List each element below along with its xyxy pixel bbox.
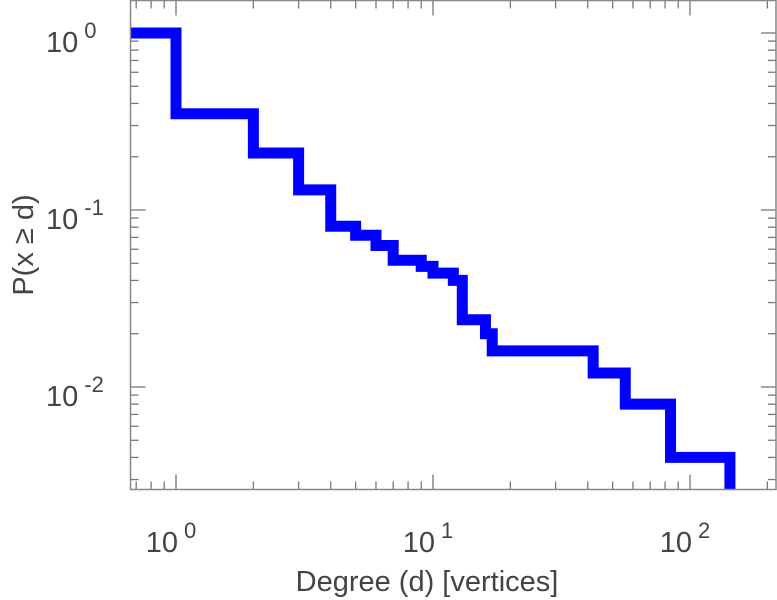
y-tick-label: 10 0 bbox=[46, 18, 97, 59]
y-tick-label: 10 -1 bbox=[46, 195, 104, 236]
axis-ticks bbox=[130, 0, 776, 490]
plot-frame bbox=[129, 0, 777, 491]
x-axis-label: Degree (d) [vertices] bbox=[296, 566, 559, 598]
x-tick-label: 10 0 bbox=[146, 518, 197, 559]
x-tick-label: 10 1 bbox=[403, 518, 454, 559]
y-tick-label: 10 -2 bbox=[46, 372, 104, 413]
x-tick-label: 10 2 bbox=[660, 518, 711, 559]
y-axis-label: P(x ≥ d) bbox=[8, 194, 40, 295]
ccdf-step-line bbox=[130, 27, 736, 490]
x-tick-labels: 10 0 10 1 10 2 bbox=[146, 518, 711, 559]
